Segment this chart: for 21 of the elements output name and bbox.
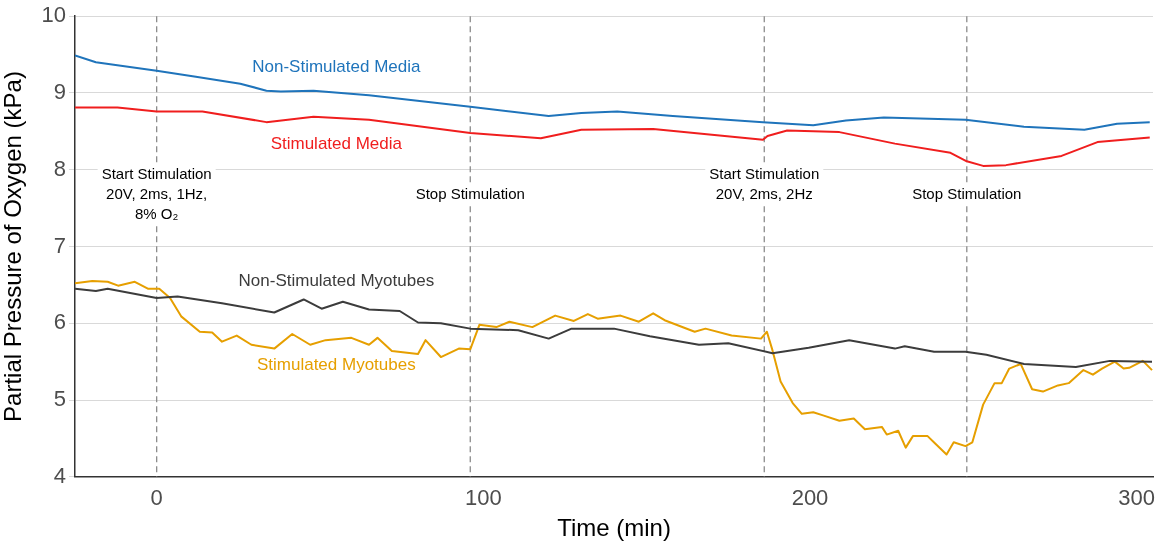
- y-tick-label: 7: [53, 232, 66, 258]
- x-tick-label: 200: [791, 485, 829, 511]
- series-label: Stimulated Myotubes: [256, 355, 416, 375]
- series-label: Stimulated Media: [270, 134, 403, 154]
- x-tick-label: 300: [1118, 485, 1156, 511]
- ref-line-label: Start Stimulation 20V, 2ms, 2Hz: [709, 165, 820, 203]
- ref-line-label: Start Stimulation 20V, 2ms, 1Hz, 8% O₂: [101, 165, 212, 223]
- x-tick-label: 0: [150, 485, 163, 511]
- y-tick-label: 5: [53, 386, 66, 412]
- y-tick-label: 6: [53, 309, 66, 335]
- y-tick-label: 4: [53, 462, 66, 488]
- y-tick-label: 10: [41, 2, 66, 28]
- ref-line-label: Stop Stimulation: [415, 185, 525, 203]
- y-axis-title: Partial Pressure of Oxygen (kPa): [0, 71, 27, 422]
- ref-line-label: Stop Stimulation: [912, 185, 1022, 203]
- x-tick-label: 100: [464, 485, 502, 511]
- x-axis-title: Time (min): [557, 514, 671, 542]
- y-tick-label: 8: [53, 155, 66, 181]
- series-label: Non-Stimulated Media: [252, 57, 421, 77]
- y-tick-label: 9: [53, 79, 66, 105]
- series-label: Non-Stimulated Myotubes: [238, 270, 435, 290]
